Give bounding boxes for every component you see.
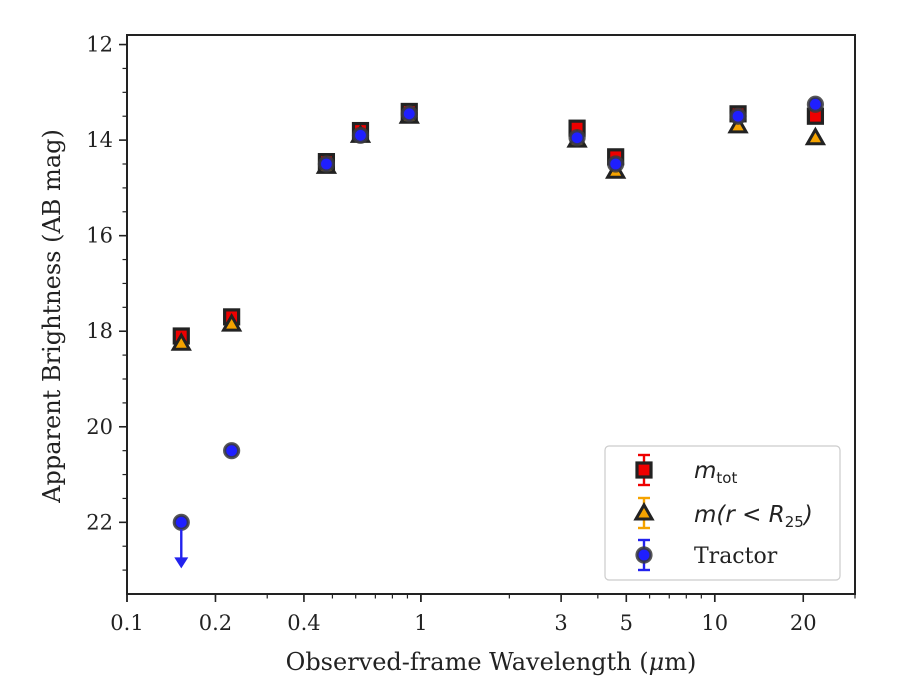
x-tick-label: 1	[414, 611, 427, 635]
point-tractor	[400, 105, 418, 123]
y-tick-label: 14	[86, 128, 113, 152]
legend-label-tractor: Tractor	[694, 544, 778, 569]
x-tick-label: 5	[620, 611, 633, 635]
y-tick-label: 20	[86, 415, 113, 439]
axes-frame	[126, 34, 856, 595]
point-tractor	[172, 513, 190, 531]
legend: mtot m(r < R25) Tractor	[604, 445, 841, 581]
point-mr25	[170, 332, 192, 351]
x-axis: 0.1 0.2 0.4 1 3 5 10 20	[110, 594, 856, 635]
upper-limit-arrowhead	[174, 557, 189, 569]
legend-box	[604, 445, 841, 581]
legend-marker-circle	[635, 546, 653, 564]
legend-label-mr25: m(r < R25)	[694, 502, 813, 531]
x-tick-label: 0.2	[199, 611, 232, 635]
point-tractor	[568, 129, 586, 147]
y-tick-label: 16	[86, 224, 113, 248]
legend-marker-triangle	[633, 501, 655, 521]
y-tick-label: 18	[86, 319, 113, 343]
point-tractor	[317, 155, 336, 173]
legend-label-mtot: mtot	[694, 458, 737, 487]
x-tick-label: 3	[554, 611, 567, 635]
x-tick-label: 10	[701, 611, 728, 635]
x-axis-label: Observed-frame Wavelength (μm)	[286, 648, 697, 676]
x-tick-label: 20	[790, 611, 817, 635]
legend-marker-square	[635, 461, 653, 479]
point-tractor	[351, 126, 370, 144]
y-tick-label: 12	[86, 33, 113, 57]
plot-area	[170, 95, 827, 569]
x-tick-label: 0.1	[110, 611, 143, 635]
point-tractor	[729, 107, 747, 125]
point-mr25	[220, 312, 243, 332]
point-tractor	[607, 155, 625, 173]
y-tick-label: 22	[86, 510, 113, 534]
point-mr25	[804, 126, 827, 146]
point-tractor	[806, 95, 825, 113]
x-tick-label: 0.4	[287, 611, 320, 635]
y-axis-label: Apparent Brightness (AB mag)	[38, 129, 66, 504]
y-axis: 12 14 16 18 20 22	[86, 33, 127, 571]
point-tractor	[223, 442, 241, 460]
